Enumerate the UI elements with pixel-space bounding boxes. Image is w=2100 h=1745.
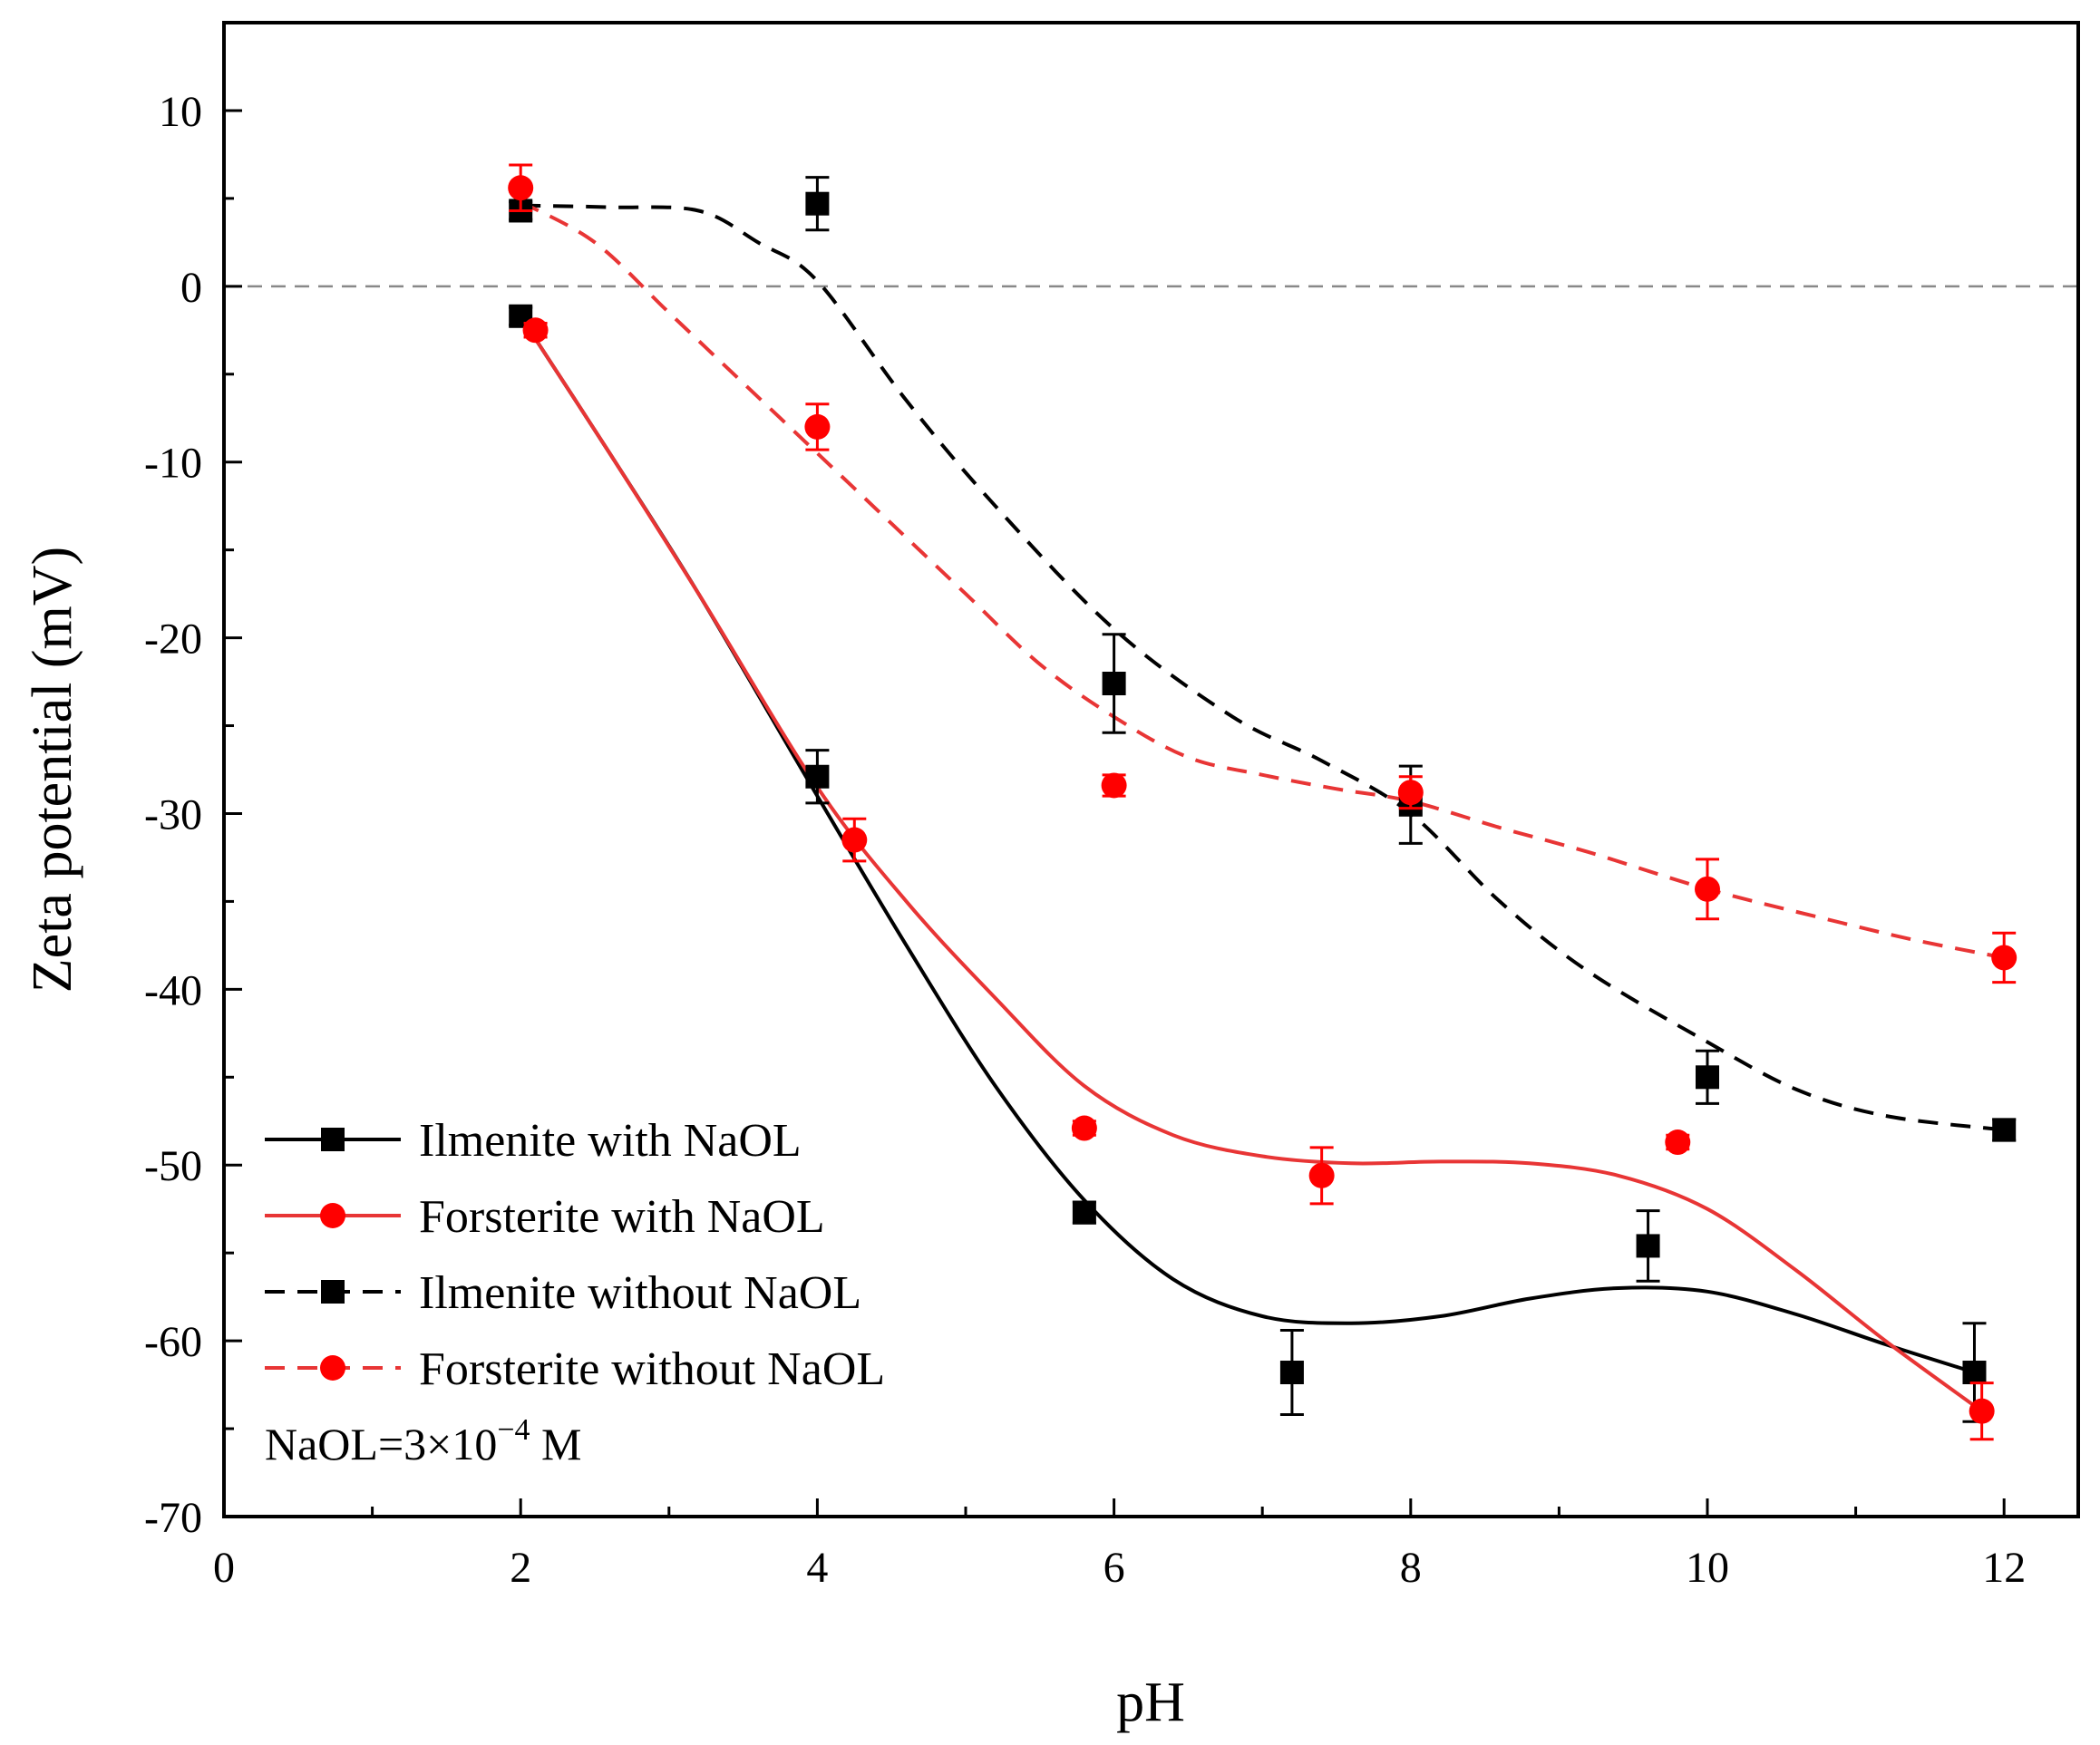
forsterite-without-naol-point [508, 163, 534, 212]
x-tick-label: 10 [1686, 1544, 1729, 1592]
x-tick-label: 8 [1400, 1544, 1422, 1592]
circle-marker [1101, 772, 1127, 799]
y-tick-label: 0 [180, 264, 202, 312]
y-tick-label: -30 [144, 790, 202, 839]
forsterite-with-naol-point [1969, 1381, 1995, 1441]
annotation-exponent: −4 [497, 1413, 530, 1447]
legend: Ilmenite with NaOL Forsterite with NaOL Il… [265, 1115, 885, 1395]
ilmenite-with-naol-point [1072, 1200, 1096, 1225]
ilmenite-without-naol-point [1992, 1118, 2017, 1142]
circle-marker [841, 827, 868, 853]
legend-label: Ilmenite with NaOL [419, 1115, 802, 1167]
square-marker [1636, 1234, 1660, 1258]
circle-marker [1665, 1129, 1691, 1156]
forsterite-with-naol-fit-line [519, 315, 1983, 1413]
ilmenite-with-naol-point [805, 749, 830, 805]
y-tick-label: -20 [144, 616, 202, 664]
forsterite-without-naol-point [804, 402, 831, 451]
x-tick-label: 2 [510, 1544, 531, 1592]
legend-item-forsterite-without-naol: Forsterite without NaOL [265, 1343, 885, 1395]
annotation-suffix: M [530, 1419, 582, 1469]
ilmenite-with-naol-point [1279, 1328, 1304, 1417]
concentration-annotation: NaOL=3×10−4 M [265, 1413, 582, 1469]
ilmenite-without-naol-point [805, 176, 830, 232]
plot-frame [222, 21, 2080, 1518]
legend-marker [320, 1203, 345, 1228]
circle-marker [1695, 876, 1720, 902]
forsterite-without-naol-point [1397, 775, 1424, 810]
forsterite-without-naol-point [1991, 931, 2017, 984]
x-tick-label: 12 [1982, 1544, 2026, 1592]
x-axis-title: pH [1116, 1672, 1185, 1733]
square-marker [805, 191, 830, 216]
forsterite-with-naol-point [1665, 1129, 1691, 1156]
circle-marker [1991, 945, 2017, 971]
legend-item-forsterite-with-naol: Forsterite with NaOL [265, 1191, 825, 1243]
legend-label: Ilmenite without NaOL [419, 1267, 861, 1319]
legend-marker [321, 1280, 345, 1304]
circle-marker [1308, 1162, 1335, 1188]
x-tick-label: 6 [1103, 1544, 1125, 1592]
forsterite-with-naol-point [1308, 1146, 1335, 1206]
x-tick-label: 0 [213, 1544, 235, 1592]
y-tick-label: -40 [144, 966, 202, 1014]
legend-marker [320, 1355, 345, 1381]
square-marker [1992, 1118, 2017, 1142]
y-tick-label: -10 [144, 440, 202, 488]
square-marker [1072, 1200, 1096, 1225]
ilmenite-without-naol-point [1102, 633, 1126, 734]
y-tick-label: 10 [159, 88, 202, 136]
square-marker [1279, 1361, 1304, 1385]
square-marker [1962, 1361, 1987, 1385]
forsterite-without-naol-point [1101, 772, 1127, 799]
y-tick-label: -60 [144, 1318, 202, 1366]
y-axis-title: Zeta potential (mV) [22, 547, 83, 993]
forsterite-without-naol-point [1695, 858, 1720, 921]
forsterite-with-naol-point [522, 317, 549, 344]
circle-marker [522, 317, 549, 344]
circle-marker [1071, 1115, 1097, 1141]
circle-marker [804, 413, 831, 440]
legend-marker [321, 1128, 345, 1151]
ilmenite-without-naol-point [1696, 1049, 1719, 1105]
ilmenite-without-naol-fit-line [520, 203, 2005, 1132]
square-marker [1102, 671, 1126, 695]
forsterite-with-naol-point [841, 817, 868, 863]
forsterite-with-naol-point [1071, 1115, 1097, 1141]
data-points [508, 163, 2017, 1441]
y-tick-label: -50 [144, 1142, 202, 1190]
legend-label: Forsterite with NaOL [419, 1191, 825, 1243]
circle-marker [508, 175, 534, 201]
axes: 0 2 4 6 8 10 12 10 0 -10 -20 -30 -40 -50 -60 -70 [144, 21, 2026, 1592]
legend-item-ilmenite-without-naol: Ilmenite without NaOL [265, 1267, 861, 1319]
circle-marker [1969, 1398, 1995, 1424]
y-tick-label: -70 [144, 1494, 202, 1542]
circle-marker [1397, 780, 1424, 806]
legend-label: Forsterite without NaOL [419, 1343, 885, 1395]
square-marker [805, 764, 830, 789]
square-marker [1696, 1065, 1719, 1090]
legend-item-ilmenite-with-naol: Ilmenite with NaOL [265, 1115, 802, 1167]
ilmenite-with-naol-point [1636, 1209, 1660, 1283]
x-tick-label: 4 [806, 1544, 828, 1592]
annotation-prefix: NaOL=3×10 [265, 1419, 497, 1469]
